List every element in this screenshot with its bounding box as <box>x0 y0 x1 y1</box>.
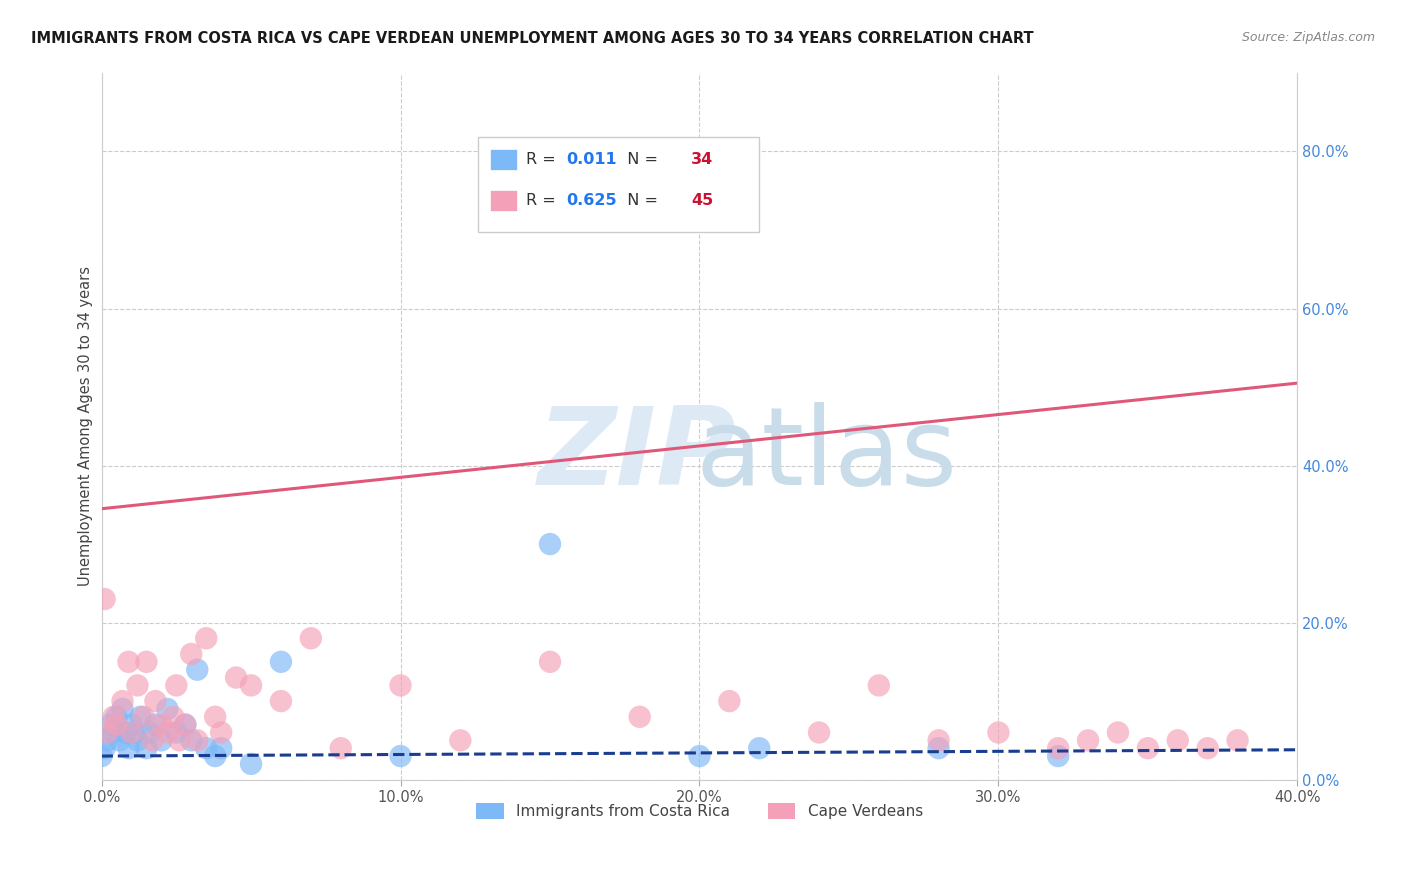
Point <box>329 741 352 756</box>
Point <box>111 702 134 716</box>
Point <box>204 710 226 724</box>
Text: N =: N = <box>617 193 664 208</box>
Point <box>127 733 149 747</box>
Point <box>1047 741 1070 756</box>
Point <box>97 725 120 739</box>
Point <box>688 749 710 764</box>
Point <box>141 733 163 747</box>
Point <box>180 647 202 661</box>
Point <box>928 741 950 756</box>
Text: 45: 45 <box>692 193 713 208</box>
Point <box>1167 733 1189 747</box>
Point <box>165 678 187 692</box>
Point <box>389 678 412 692</box>
Text: ZIP: ZIP <box>538 401 737 508</box>
Point <box>389 749 412 764</box>
Point <box>270 655 292 669</box>
Point <box>111 694 134 708</box>
Point <box>1136 741 1159 756</box>
Text: R =: R = <box>526 193 561 208</box>
Legend: Immigrants from Costa Rica, Cape Verdeans: Immigrants from Costa Rica, Cape Verdean… <box>470 797 929 825</box>
Point <box>127 678 149 692</box>
Point <box>928 733 950 747</box>
Point <box>748 741 770 756</box>
Point <box>103 710 125 724</box>
Point <box>1077 733 1099 747</box>
Text: 34: 34 <box>692 152 713 167</box>
Point <box>195 632 218 646</box>
Point <box>145 694 167 708</box>
Text: Source: ZipAtlas.com: Source: ZipAtlas.com <box>1241 31 1375 45</box>
FancyBboxPatch shape <box>491 190 516 211</box>
Point <box>270 694 292 708</box>
Point <box>1226 733 1249 747</box>
Text: N =: N = <box>617 152 664 167</box>
Point <box>299 632 322 646</box>
Point <box>135 655 157 669</box>
Point <box>186 733 208 747</box>
Point <box>162 710 184 724</box>
Point <box>195 741 218 756</box>
Point <box>150 733 173 747</box>
Point <box>204 749 226 764</box>
Point <box>538 537 561 551</box>
Point <box>718 694 741 708</box>
Text: 0.011: 0.011 <box>567 152 617 167</box>
Point <box>209 725 232 739</box>
Point <box>145 717 167 731</box>
Point <box>156 702 179 716</box>
Point <box>225 671 247 685</box>
Point <box>868 678 890 692</box>
Point <box>169 733 191 747</box>
Point <box>186 663 208 677</box>
Point <box>135 741 157 756</box>
Point <box>105 710 128 724</box>
FancyBboxPatch shape <box>478 136 759 232</box>
Point <box>117 655 139 669</box>
Point <box>124 725 146 739</box>
Point <box>114 725 136 739</box>
Point <box>180 733 202 747</box>
Text: 0.625: 0.625 <box>567 193 617 208</box>
Point <box>90 749 112 764</box>
Point <box>165 725 187 739</box>
Point <box>174 717 197 731</box>
Point <box>1107 725 1129 739</box>
Point <box>121 717 143 731</box>
Point <box>987 725 1010 739</box>
Point <box>132 710 155 724</box>
Point <box>121 725 143 739</box>
Point <box>100 717 122 731</box>
Point <box>449 733 471 747</box>
Point <box>93 741 115 756</box>
Point <box>174 717 197 731</box>
Text: R =: R = <box>526 152 561 167</box>
Point <box>538 655 561 669</box>
Point <box>129 710 152 724</box>
Point <box>93 592 115 607</box>
Point <box>138 725 160 739</box>
Point <box>808 725 831 739</box>
Point <box>1047 749 1070 764</box>
Text: IMMIGRANTS FROM COSTA RICA VS CAPE VERDEAN UNEMPLOYMENT AMONG AGES 30 TO 34 YEAR: IMMIGRANTS FROM COSTA RICA VS CAPE VERDE… <box>31 31 1033 46</box>
Point <box>240 678 263 692</box>
Point <box>150 717 173 731</box>
Point <box>156 725 179 739</box>
Point <box>240 756 263 771</box>
Point <box>105 717 128 731</box>
Point <box>108 733 131 747</box>
Point <box>628 710 651 724</box>
Point <box>117 741 139 756</box>
Point <box>103 725 125 739</box>
Point <box>97 733 120 747</box>
Text: atlas: atlas <box>696 401 957 508</box>
Point <box>1197 741 1219 756</box>
FancyBboxPatch shape <box>491 149 516 169</box>
Y-axis label: Unemployment Among Ages 30 to 34 years: Unemployment Among Ages 30 to 34 years <box>79 267 93 586</box>
Point <box>209 741 232 756</box>
